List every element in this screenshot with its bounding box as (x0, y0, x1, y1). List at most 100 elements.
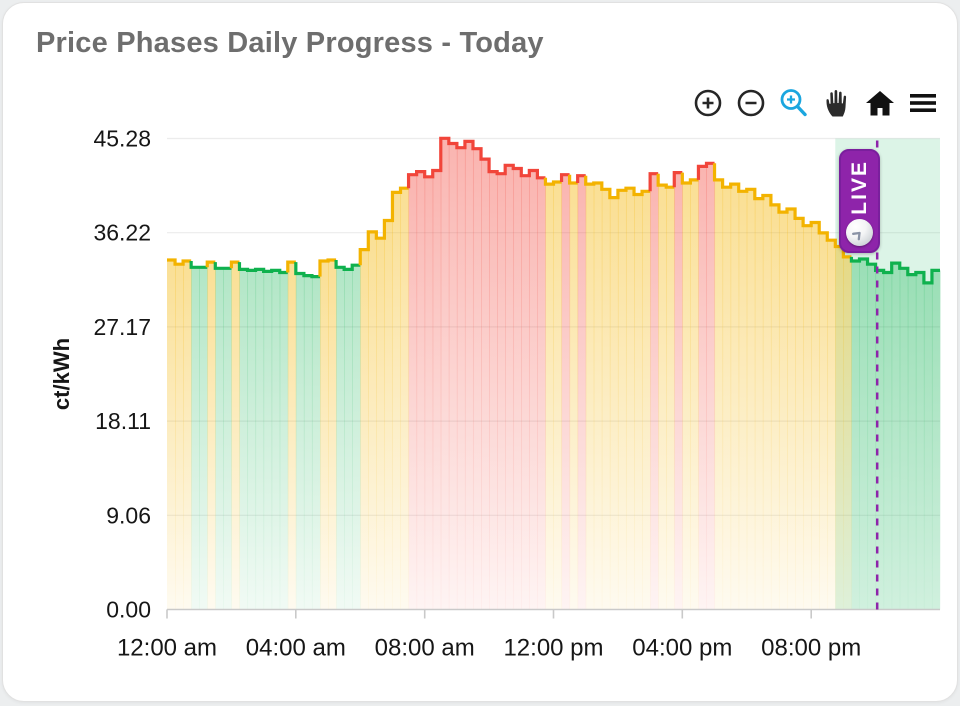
y-tick-label: 27.17 (93, 314, 151, 340)
price-area-fill (827, 240, 836, 610)
price-area-fill (231, 262, 240, 610)
price-area-fill (762, 195, 772, 610)
price-area-fill (175, 264, 184, 610)
price-area-fill (859, 259, 869, 610)
price-step-line-green-cheap (213, 262, 232, 270)
price-area-fill (658, 185, 667, 610)
y-tick-label: 45.28 (93, 126, 151, 152)
price-area-fill (456, 147, 466, 610)
price-area-fill (537, 177, 546, 610)
price-step-line-yellow-medium (680, 172, 699, 185)
price-area-fill (545, 184, 554, 610)
price-area-fill (521, 175, 530, 610)
price-area-fill (199, 267, 208, 610)
price-area-fill (207, 262, 216, 610)
home-button[interactable] (863, 86, 897, 120)
price-area-fill (416, 171, 426, 610)
price-area-fill (561, 174, 571, 610)
pan-button[interactable] (820, 86, 854, 120)
price-area-fill (295, 273, 305, 610)
price-area-fill (617, 190, 627, 610)
price-step-line-yellow-medium (167, 258, 192, 266)
price-area-fill (303, 275, 313, 610)
price-area-fill (384, 220, 393, 610)
zoom-in-icon (694, 89, 722, 117)
price-area-fill (609, 197, 619, 610)
price-step-line-yellow-medium (286, 260, 296, 273)
price-area-fill (851, 261, 860, 610)
price-step-line-green-cheap (334, 260, 361, 271)
price-phases-chart-plot-area[interactable]: 12:00 am 04:00 am 08:00 am 12:00 pm 04:00 pm… (3, 3, 957, 701)
price-step-line-yellow-medium (229, 260, 240, 269)
price-area-fill (754, 198, 764, 610)
price-area-fill (577, 175, 587, 610)
menu-button[interactable] (906, 86, 940, 120)
price-area-fill (634, 194, 643, 610)
price-area-fill (907, 274, 917, 610)
home-icon (866, 91, 894, 116)
price-area-fill (778, 212, 788, 610)
live-badge-label: LIVE (847, 160, 871, 215)
price-area-fill (601, 189, 611, 610)
price-step-line-green-cheap (294, 262, 320, 279)
price-area-fill (472, 148, 482, 610)
price-area-fill (666, 187, 675, 610)
price-area-fill (931, 270, 941, 610)
price-area-fill (255, 269, 265, 610)
price-area-fill (923, 282, 933, 610)
price-area-fill (642, 191, 651, 610)
price-step-line-green-cheap (237, 262, 288, 275)
hamburger-menu-icon (910, 94, 936, 112)
x-tick-label: 08:00 am (375, 635, 475, 662)
price-step-line-red-expensive (648, 172, 659, 192)
price-area-fill (167, 260, 176, 610)
clock-icon (846, 219, 873, 246)
price-area-fill (247, 270, 257, 610)
zoom-in-button[interactable] (691, 86, 725, 120)
price-area-fill (328, 260, 337, 610)
price-area-fill (279, 272, 289, 610)
price-area-fill (770, 204, 780, 610)
price-step-line-red-expensive (672, 171, 683, 188)
price-area-fill (352, 265, 361, 610)
price-area-fill (787, 209, 796, 610)
price-area-fill (690, 179, 699, 610)
price-area-fill (360, 249, 369, 610)
price-step-line-green-cheap (189, 261, 208, 269)
price-area-fill (625, 188, 635, 610)
price-area-fill (183, 261, 192, 610)
price-step-line-red-expensive (559, 173, 570, 182)
price-area-fill (215, 268, 224, 610)
price-area-fill (738, 191, 748, 610)
price-area-fill (803, 225, 812, 610)
price-step-line-yellow-medium (205, 260, 216, 268)
price-area-fill (529, 170, 538, 610)
price-area-fill (674, 172, 683, 610)
zoom-out-button[interactable] (734, 86, 768, 120)
price-area-fill (239, 269, 249, 610)
price-area-fill (440, 138, 450, 610)
price-area-fill (263, 271, 273, 610)
price-area-fill (497, 173, 506, 610)
price-area-fill (746, 189, 756, 610)
live-badge[interactable]: LIVE (839, 149, 880, 253)
y-axis-title: ct/kWh (49, 338, 74, 410)
price-area-fill (336, 267, 345, 610)
box-zoom-magnifier-icon (780, 89, 807, 117)
box-zoom-button[interactable] (777, 86, 811, 120)
price-step-line-green-cheap (849, 256, 940, 285)
x-tick-label: 12:00 am (117, 635, 217, 662)
price-area-fill (553, 182, 563, 610)
price-area-fill (569, 183, 579, 610)
price-step-line-yellow-medium (656, 173, 675, 189)
price-area-fill (191, 267, 200, 610)
y-tick-label: 18.11 (95, 408, 151, 434)
price-area-fill (698, 166, 707, 610)
price-area-fill (344, 269, 353, 610)
price-area-fill (392, 192, 402, 610)
price-area-fill (319, 261, 329, 610)
price-area-fill (287, 262, 297, 610)
price-area-fill (722, 187, 732, 610)
price-step-line-red-expensive (406, 136, 546, 189)
